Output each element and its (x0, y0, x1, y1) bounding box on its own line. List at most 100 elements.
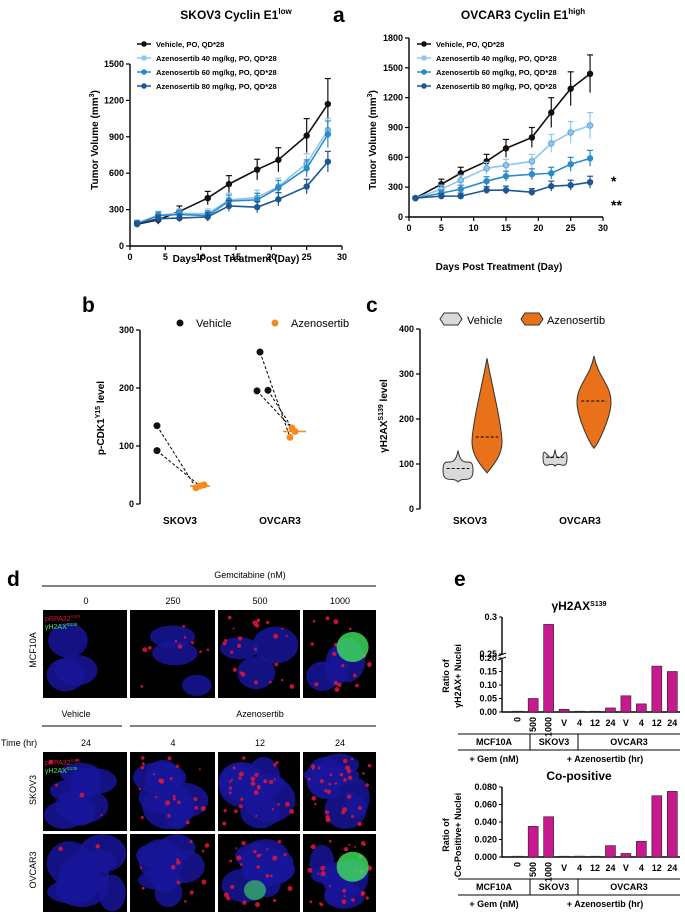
chart-a-skov3: SKOV3 Cyclin E1low 0 5 10 15 20 25 30030060090… (89, 7, 347, 265)
y-tick-label: 1200 (383, 93, 403, 103)
data-point (502, 162, 510, 169)
legend-azenosertib-label: Azenosertib (291, 318, 349, 330)
legend-label: Azenosertib 80 mg/kg, PO, QD*28 (436, 82, 557, 91)
legend-label: Azenosertib 80 mg/kg, PO, QD*28 (156, 82, 277, 91)
red-focus (254, 623, 260, 628)
red-focus (334, 782, 338, 785)
x-category-label: V (623, 718, 629, 728)
x-tick-label: 0 (127, 252, 132, 262)
bar (558, 855, 570, 858)
red-focus (357, 805, 363, 811)
bar (574, 855, 585, 858)
nucleus (146, 759, 180, 790)
bar (666, 791, 678, 858)
y-tick-label: 1800 (383, 33, 403, 43)
chart-e-bottom-ylabel-1: Ratio of (441, 817, 451, 851)
red-focus (189, 840, 193, 844)
stain-label-gH2AX: γH2AXS139 (45, 766, 78, 775)
red-focus (170, 865, 176, 870)
y-tick-label: 900 (388, 123, 403, 133)
legend-label: Azenosertib 60 mg/kg, PO, QD*28 (156, 68, 277, 77)
red-focus (355, 683, 359, 688)
red-focus (326, 789, 332, 795)
legend-azenosertib-dot (271, 319, 279, 327)
y-tick-label: 0.020 (474, 835, 497, 845)
red-focus (357, 821, 362, 827)
red-focus (343, 778, 347, 782)
group-label: MCF10A (476, 882, 513, 892)
bar (636, 840, 647, 858)
x-category-label: 4 (577, 718, 582, 728)
sig-star-60: * (611, 173, 617, 189)
x-tick-label: 25 (566, 223, 576, 233)
data-point (502, 145, 510, 152)
data-point (324, 158, 332, 165)
red-focus (268, 680, 272, 684)
red-focus (255, 814, 258, 818)
red-focus (174, 639, 178, 643)
panel-label-b: b (82, 294, 95, 317)
data-point (457, 185, 464, 193)
data-point (483, 186, 490, 194)
red-focus (229, 859, 233, 863)
y-tick-label: 1500 (104, 59, 124, 69)
red-focus (172, 797, 177, 801)
red-focus (253, 680, 258, 685)
red-focus (167, 814, 171, 818)
pair-connector (156, 425, 197, 489)
red-focus (190, 641, 194, 645)
y-tick-label: 0 (129, 499, 134, 509)
y-tick-label: 100 (119, 441, 134, 451)
red-focus (343, 758, 348, 764)
red-focus (325, 817, 331, 823)
x-category-label: 12 (590, 718, 600, 728)
red-focus (283, 853, 287, 857)
data-point (567, 161, 574, 168)
chart-a-skov3-title: SKOV3 Cyclin E1low (180, 7, 292, 22)
red-focus (256, 619, 260, 623)
group-label: MCF10A (476, 737, 513, 747)
red-focus (177, 644, 183, 649)
legend-label: Azenosertib 60 mg/kg, PO, QD*28 (436, 68, 557, 77)
x-category-label: 24 (667, 863, 677, 873)
data-point (324, 100, 332, 108)
red-focus (365, 783, 369, 787)
data-point (457, 192, 464, 200)
red-focus (154, 796, 158, 799)
x-category-label: SKOV3 (163, 516, 197, 527)
red-focus (229, 780, 232, 783)
red-focus (140, 685, 144, 688)
red-focus (189, 890, 194, 895)
bar (543, 624, 554, 713)
red-focus (228, 786, 233, 790)
red-focus (307, 867, 313, 873)
data-point (528, 171, 536, 178)
red-focus (317, 872, 320, 875)
panel-label-c: c (366, 294, 378, 317)
data-point (275, 184, 282, 191)
red-focus (354, 845, 357, 848)
red-focus (153, 773, 156, 776)
red-focus (224, 639, 228, 643)
red-focus (238, 776, 242, 780)
data-point (567, 85, 574, 92)
legend-label: Azenosertib 40 mg/kg, PO, QD*28 (156, 54, 277, 63)
red-focus (259, 853, 262, 856)
y-tick-label: 0 (398, 212, 403, 222)
treat-azenosertib: Azenosertib (236, 709, 284, 719)
x-category-label: 24 (605, 718, 615, 728)
gem-dose-500: 500 (252, 596, 267, 606)
y-tick-label: 0.040 (474, 817, 497, 827)
chart-a-ovcar3-xlabel: Days Post Treatment (Day) (436, 262, 563, 273)
y-tick-label: 600 (109, 168, 124, 178)
green-nucleus (243, 880, 266, 901)
legend-azenosertib-label: Azenosertib (547, 315, 605, 327)
violin-body (542, 449, 568, 468)
red-focus (223, 892, 229, 898)
red-focus (320, 871, 326, 877)
data-point (303, 183, 310, 190)
red-focus (271, 808, 275, 811)
data-point (303, 132, 310, 139)
chart-a-ovcar3-ylabel: Tumor Volume (mm3) (367, 90, 379, 190)
red-focus (185, 820, 190, 825)
